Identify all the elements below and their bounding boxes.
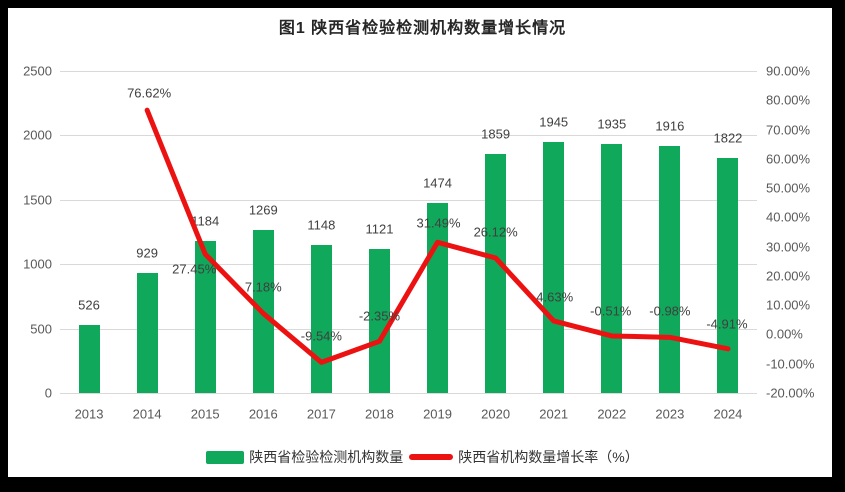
bar-2024: [717, 158, 739, 393]
bar-2019: [427, 203, 449, 393]
y-axis-label-left: 1000: [23, 256, 52, 272]
bar-value-label: 1935: [597, 116, 627, 132]
bar-2020: [485, 153, 507, 393]
legend-item-bars: 陕西省检验检测机构数量: [206, 447, 403, 467]
x-axis-label: 2016: [248, 406, 278, 422]
bar-value-label: 1916: [655, 118, 685, 134]
bar-2013: [78, 325, 100, 393]
x-axis-label: 2018: [364, 406, 394, 422]
bar-2022: [601, 143, 623, 393]
bar-2023: [659, 146, 681, 393]
legend-label-bars: 陕西省检验检测机构数量: [249, 449, 404, 465]
gridline: [60, 264, 757, 266]
x-axis-label: 2023: [655, 406, 685, 422]
line-series-swatch-icon: [409, 454, 454, 460]
y-axis-label-left: 0: [44, 385, 52, 401]
x-axis-label: 2013: [74, 406, 104, 422]
x-axis-label: 2020: [481, 406, 511, 422]
legend-label-line: 陕西省机构数量增长率（%）: [458, 449, 639, 465]
x-axis-label: 2022: [597, 406, 627, 422]
x-axis-label: 2024: [713, 406, 743, 422]
bar-value-label: 1121: [365, 221, 394, 237]
bar-value-label: 1822: [713, 130, 743, 146]
legend-item-line: 陕西省机构数量增长率（%）: [409, 447, 639, 467]
bar-value-label: 1945: [539, 114, 569, 130]
y-axis-label-left: 2500: [23, 63, 52, 79]
bar-2017: [310, 245, 332, 393]
y-axis-label-right: 40.00%: [766, 209, 811, 225]
chart-title: 图1 陕西省检验检测机构数量增长情况: [278, 20, 567, 37]
growth-rate-label: -4.91%: [706, 316, 748, 332]
bar-value-label: 526: [78, 297, 100, 313]
y-axis-label-right: 60.00%: [766, 151, 811, 167]
bar-value-label: 1148: [307, 217, 336, 233]
bar-2021: [543, 142, 565, 393]
bar-series-swatch-icon: [206, 450, 245, 464]
y-axis-label-left: 1500: [23, 192, 52, 208]
bar-value-label: 929: [136, 245, 158, 261]
gridline: [60, 328, 757, 330]
bar-value-label: 1184: [191, 213, 220, 228]
growth-rate-label: -2.35%: [358, 308, 401, 324]
chart-background: [8, 8, 832, 477]
y-axis-label-right: 70.00%: [766, 122, 811, 138]
y-axis-label-right: -10.00%: [766, 356, 815, 372]
y-axis-label-right: 50.00%: [766, 180, 811, 196]
gridline: [60, 71, 757, 72]
growth-rate-label: 76.62%: [127, 85, 172, 101]
y-axis-label-right: 20.00%: [766, 268, 811, 284]
gridline: [60, 135, 757, 137]
growth-rate-label: -9.54%: [300, 328, 342, 344]
growth-rate-label: 26.12%: [473, 224, 518, 240]
y-axis-label-right: 80.00%: [766, 92, 811, 108]
y-axis-label-left: 2000: [23, 127, 52, 143]
bar-value-label: 1269: [248, 202, 278, 218]
growth-rate-label: -0.51%: [590, 303, 632, 319]
gridline: [60, 393, 757, 394]
x-axis-label: 2015: [190, 406, 220, 422]
y-axis-label-left: 500: [30, 321, 52, 337]
y-axis-label-right: 30.00%: [766, 239, 811, 255]
legend: 陕西省检验检测机构数量 陕西省机构数量增长率（%）: [0, 447, 845, 467]
x-axis-label: 2014: [132, 406, 162, 422]
growth-rate-label: 31.49%: [416, 215, 461, 231]
bar-2014: [136, 273, 158, 393]
y-axis-label-right: 90.00%: [766, 63, 811, 79]
growth-rate-label: 7.18%: [244, 279, 282, 295]
y-axis-label-right: 10.00%: [766, 297, 811, 313]
y-axis-label-right: 0.00%: [766, 326, 803, 342]
growth-rate-label: 4.63%: [536, 289, 574, 305]
x-axis-label: 2021: [539, 406, 569, 422]
x-axis-label: 2017: [306, 406, 336, 422]
growth-rate-label: 27.45%: [172, 261, 217, 277]
gridline: [60, 199, 757, 201]
growth-rate-label: -0.98%: [649, 303, 691, 319]
bar-2016: [252, 229, 274, 393]
y-axis-label-right: -20.00%: [766, 385, 815, 401]
bar-value-label: 1474: [423, 175, 452, 191]
bar-value-label: 1859: [481, 126, 511, 142]
x-axis-label: 2019: [423, 406, 452, 422]
